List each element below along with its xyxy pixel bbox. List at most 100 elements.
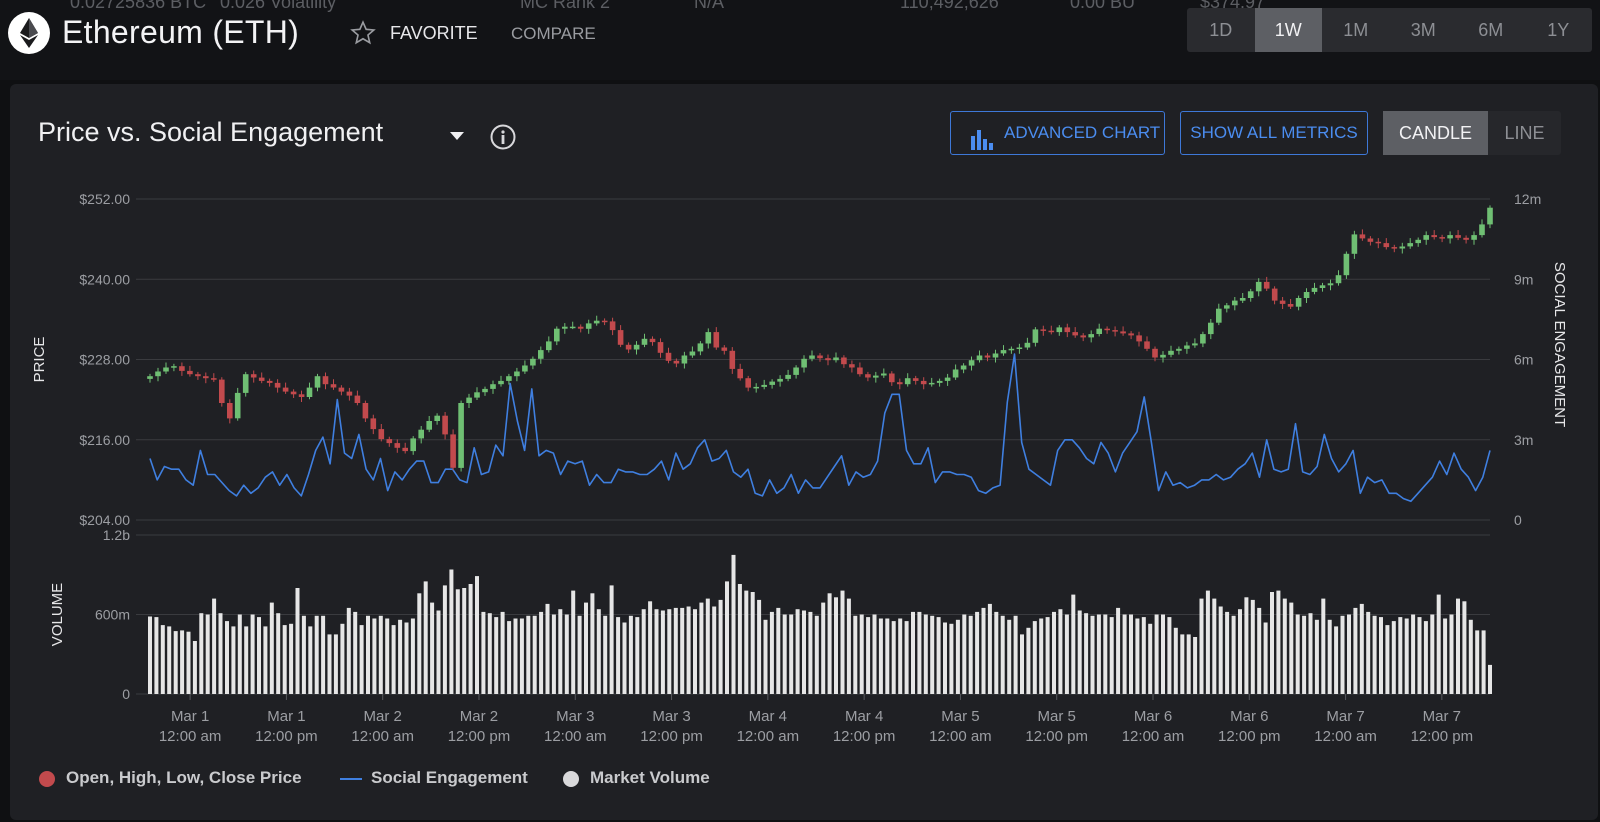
candle	[601, 318, 608, 326]
chevron-down-icon[interactable]	[449, 128, 465, 146]
candle-body	[793, 367, 799, 375]
info-icon[interactable]	[490, 124, 516, 155]
x-tick-date: Mar 7	[1423, 708, 1461, 725]
candle-body	[904, 378, 911, 385]
candle	[187, 365, 193, 377]
candle-body	[1255, 281, 1262, 292]
candle	[530, 356, 536, 370]
candle-body	[857, 367, 863, 375]
x-tick-time: 12:00 am	[1122, 728, 1185, 745]
volume-bar	[718, 599, 723, 694]
candle	[242, 371, 249, 397]
candle	[1471, 231, 1477, 245]
favorite-button[interactable]: FAVORITE	[390, 23, 478, 43]
candle-body	[1032, 329, 1039, 343]
candle	[753, 383, 759, 393]
candle-body	[474, 392, 480, 398]
candle	[203, 372, 209, 384]
candle	[330, 379, 337, 390]
volume-bar	[1321, 598, 1326, 694]
volume-bar	[1263, 622, 1268, 694]
volume-bar	[398, 619, 403, 694]
candle	[1040, 325, 1047, 336]
volume-bar	[353, 611, 358, 694]
candle-body	[1463, 237, 1469, 240]
volume-bar	[314, 615, 319, 694]
volume-bar	[1129, 614, 1133, 694]
candle	[657, 338, 664, 358]
volume-axis-title: VOLUME	[49, 583, 66, 646]
candle-body	[777, 378, 783, 382]
candle-body	[801, 358, 807, 368]
range-6m-button[interactable]: 6M	[1478, 20, 1504, 40]
candle	[1000, 345, 1007, 356]
candle	[881, 368, 887, 378]
candle-body	[1216, 308, 1222, 323]
volume-bar	[725, 581, 729, 694]
candle-body	[1024, 342, 1031, 348]
candle	[1176, 346, 1182, 355]
candle-body	[1391, 247, 1398, 249]
volume-bar	[1340, 615, 1345, 694]
candle-body	[1447, 235, 1453, 239]
candle	[562, 323, 568, 334]
range-1y-button[interactable]: 1Y	[1547, 20, 1570, 40]
range-3m-button[interactable]: 3M	[1410, 20, 1436, 40]
volume-bar	[802, 610, 806, 694]
candle-body	[673, 360, 680, 364]
show-all-metrics-button[interactable]: SHOW ALL METRICS	[1180, 111, 1368, 155]
candle	[1415, 237, 1421, 247]
candle-body	[1239, 298, 1246, 301]
candle-body	[1224, 305, 1230, 309]
legend-social-label: Social Engagement	[371, 768, 528, 787]
advanced-chart-button[interactable]: ADVANCED CHART	[950, 111, 1165, 155]
range-1m-button[interactable]: 1M	[1343, 20, 1369, 40]
candle-body	[1072, 332, 1078, 336]
candle-body	[1176, 348, 1182, 351]
volume-bar	[359, 625, 364, 694]
range-1w-button[interactable]: 1W	[1254, 8, 1322, 52]
volume-bar	[1257, 607, 1262, 694]
candle	[1431, 230, 1437, 240]
candle-body	[378, 429, 385, 440]
legend-volume-label: Market Volume	[590, 768, 710, 787]
volume-bar	[282, 625, 287, 694]
volume-bar	[449, 569, 454, 694]
blue-line-icon	[340, 778, 362, 780]
social-engagement-line	[149, 353, 1491, 503]
volume-bar	[898, 618, 903, 694]
candle-mode-button[interactable]: CANDLE	[1383, 111, 1488, 155]
candle-body	[928, 382, 935, 385]
volume-bar	[840, 590, 845, 694]
volume-bar	[1327, 619, 1332, 694]
volume-bar	[487, 613, 492, 694]
range-1d-button[interactable]: 1D	[1209, 20, 1233, 40]
candle	[569, 321, 576, 330]
line-mode-button[interactable]: LINE	[1504, 123, 1545, 143]
candle-body	[665, 352, 672, 361]
candle-body	[1232, 300, 1238, 306]
candle	[1319, 282, 1326, 292]
candle-body	[402, 447, 408, 452]
volume-bar	[1007, 619, 1012, 694]
ticker-mc-rank: MC Rank 2	[520, 0, 611, 12]
volume-bar	[943, 622, 947, 694]
volume-bar	[475, 576, 479, 694]
candle	[1072, 327, 1078, 338]
volume-bar	[1314, 619, 1319, 694]
volume-bar	[987, 603, 992, 694]
candle	[817, 353, 823, 362]
volume-bar	[686, 606, 691, 694]
volume-bar	[366, 615, 370, 694]
volume-bar	[667, 609, 672, 694]
candle	[1255, 278, 1262, 297]
candle-body	[585, 323, 592, 329]
candle-body	[697, 343, 704, 352]
candle-body	[203, 376, 209, 379]
star-icon[interactable]	[350, 20, 376, 51]
compare-button[interactable]: COMPARE	[511, 24, 596, 43]
candle	[1391, 244, 1398, 253]
candle	[1096, 323, 1102, 337]
price-tick-label: $216.00	[79, 432, 130, 448]
candle-body	[769, 381, 775, 385]
